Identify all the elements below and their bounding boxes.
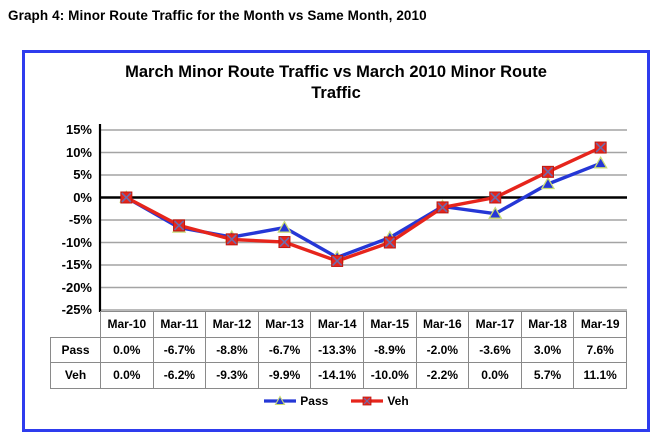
- month-header-cell: Mar-13: [257, 311, 312, 338]
- table-cell: -6.2%: [152, 362, 207, 389]
- table-cell: -6.7%: [257, 336, 312, 363]
- legend-swatch-pass: [264, 395, 297, 406]
- legend-item-pass: Pass: [263, 394, 328, 408]
- veh-marker: [278, 236, 291, 249]
- y-tick-label: 5%: [73, 167, 92, 182]
- page-heading: Graph 4: Minor Route Traffic for the Mon…: [8, 8, 427, 23]
- month-header-cell: Mar-17: [468, 311, 522, 338]
- veh-marker: [225, 233, 238, 246]
- pass-marker: [593, 155, 608, 169]
- veh-marker: [594, 141, 607, 154]
- legend: Pass Veh: [25, 394, 647, 408]
- month-header-cell: Mar-14: [310, 311, 364, 338]
- table-header-row: Mar-10 Mar-11 Mar-12 Mar-13 Mar-14 Mar-15 Mar-…: [51, 311, 627, 338]
- table-cell: -2.0%: [415, 336, 470, 363]
- chart-title-line1: March Minor Route Traffic vs March 2010 …: [125, 63, 547, 81]
- month-header-cell: Mar-11: [152, 311, 207, 338]
- table-row: Veh 0.0% -6.2% -9.3% -9.9% -14.1% -10.0% -2.2% 0…: [50, 362, 627, 389]
- veh-marker: [383, 236, 396, 249]
- legend-label: Pass: [300, 394, 329, 408]
- month-header-cell: Mar-19: [573, 311, 627, 338]
- y-tick-label: 15%: [65, 122, 92, 137]
- table-cell: 0.0%: [468, 362, 522, 389]
- month-header-cell: Mar-18: [520, 311, 575, 338]
- table-cell: -3.6%: [468, 336, 522, 363]
- table-cell: -10.0%: [362, 362, 417, 389]
- veh-marker: [436, 201, 449, 214]
- month-header-cell: Mar-15: [362, 311, 417, 338]
- table-cell: 3.0%: [520, 336, 575, 363]
- pass-line: [124, 161, 603, 260]
- month-header-cell: Mar-16: [415, 311, 470, 338]
- y-tick-label: -10%: [61, 234, 92, 250]
- month-header-cell: Mar-12: [205, 311, 259, 338]
- table-cell: 7.6%: [573, 336, 627, 363]
- table-cell: -14.1%: [310, 362, 364, 389]
- y-tick-label: 0%: [73, 189, 92, 205]
- table-cell: -13.3%: [310, 336, 364, 363]
- table-blank-corner: [51, 312, 101, 338]
- veh-marker: [331, 254, 344, 267]
- pass-marker: [540, 176, 556, 190]
- row-label-cell: Veh: [50, 362, 101, 389]
- table-cell: -9.3%: [205, 362, 259, 389]
- pass-marker: [277, 220, 292, 233]
- y-tick-label: -25%: [61, 302, 92, 317]
- data-table: Mar-10 Mar-11 Mar-12 Mar-13 Mar-14 Mar-15 Mar-…: [50, 311, 627, 389]
- veh-marker: [489, 191, 502, 204]
- table-cell: 5.7%: [520, 362, 575, 389]
- veh-marker: [541, 165, 554, 178]
- legend-label: Veh: [387, 394, 409, 408]
- legend-item-veh: Veh: [350, 394, 409, 408]
- pass-marker: [488, 206, 503, 219]
- table-cell: 0.0%: [100, 362, 154, 389]
- table-cell: -6.7%: [152, 336, 207, 363]
- legend-swatch-veh: [351, 396, 384, 406]
- veh-marker: [120, 191, 133, 204]
- y-tick-label: -5%: [68, 212, 92, 227]
- month-header-cell: Mar-10: [100, 311, 154, 338]
- table-cell: -8.9%: [362, 336, 417, 363]
- table-cell: 0.0%: [100, 336, 154, 363]
- veh-line: [124, 145, 603, 263]
- y-tick-label: -20%: [61, 279, 92, 295]
- veh-marker: [173, 219, 186, 232]
- y-tick-label: 10%: [65, 144, 92, 160]
- chart-title-line2: Traffic: [311, 84, 361, 102]
- chart-panel: March Minor Route Traffic vs March 2010 …: [22, 50, 650, 432]
- table-row: Pass 0.0% -6.7% -8.8% -6.7% -13.3% -8.9% -2.0% -…: [50, 336, 627, 363]
- row-label-cell: Pass: [50, 336, 101, 363]
- table-cell: -9.9%: [257, 362, 312, 389]
- table-cell: -8.8%: [205, 336, 259, 363]
- y-tick-label: -15%: [61, 257, 92, 272]
- chart-title: March Minor Route Traffic vs March 2010 …: [25, 62, 647, 104]
- table-cell: -2.2%: [415, 362, 470, 389]
- plot-svg: [98, 124, 627, 312]
- table-cell: 11.1%: [573, 362, 627, 389]
